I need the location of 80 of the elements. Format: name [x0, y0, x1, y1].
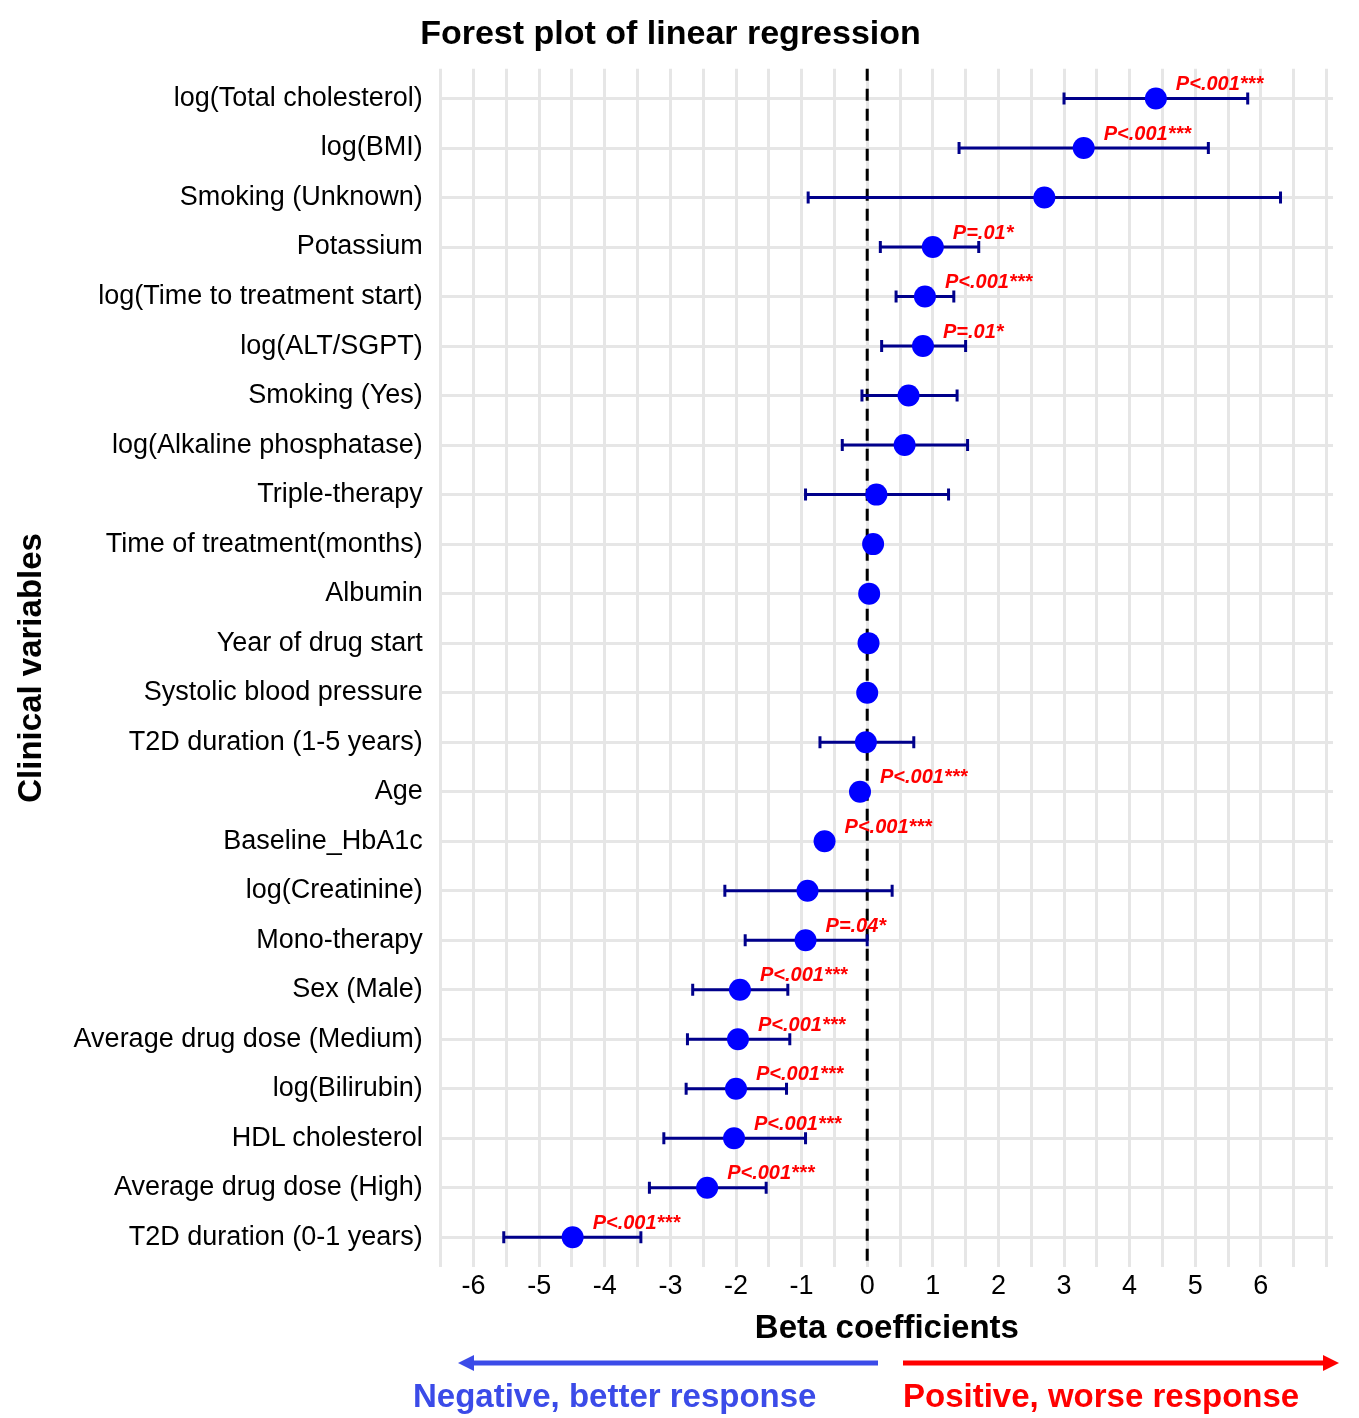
annotation: P=.01*	[942, 319, 1005, 342]
point	[796, 879, 819, 902]
point	[865, 483, 888, 506]
point	[1072, 137, 1095, 160]
point	[921, 236, 944, 259]
point	[561, 1226, 584, 1249]
point	[794, 929, 817, 952]
y-tick-label: log(Time to treatment start)	[98, 280, 423, 311]
x-tick-label: -3	[658, 1269, 683, 1300]
annotation: P<.001***	[1103, 121, 1193, 144]
x-tick-label: -1	[789, 1269, 814, 1300]
y-tick-label: Systolic blood pressure	[143, 676, 423, 707]
x-tick-label: -2	[723, 1269, 749, 1300]
y-axis-title: Clinical variables	[10, 533, 48, 803]
point	[723, 1127, 746, 1150]
annotation: P<.001***	[944, 270, 1034, 293]
y-tick-label: T2D duration (1-5 years)	[128, 725, 423, 756]
annotation: P<.001***	[727, 1161, 816, 1184]
annotation: P<.001***	[1175, 72, 1265, 95]
y-tick-label: Mono-therapy	[256, 923, 424, 954]
y-tick-label: log(ALT/SGPT)	[240, 329, 423, 360]
text: Negative, better response	[413, 1377, 818, 1415]
x-tick-label: 5	[1187, 1269, 1203, 1300]
y-tick-label: Year of drug start	[216, 626, 424, 657]
x-tick-label: 6	[1253, 1269, 1269, 1300]
x-tick-label: 3	[1056, 1269, 1072, 1300]
y-tick-label: log(Alkaline phosphatase)	[112, 428, 423, 459]
y-tick-label: log(Total cholesterol)	[173, 81, 423, 112]
point	[856, 681, 879, 704]
y-tick-label: Baseline_HbA1c	[223, 824, 423, 855]
point	[726, 1028, 749, 1051]
point	[862, 533, 885, 556]
y-tick-label: Albumin	[325, 577, 423, 608]
x-tick-label: 0	[859, 1269, 875, 1300]
annotation: P<.001***	[844, 814, 934, 837]
point	[725, 1077, 747, 1100]
annotation: P=.01*	[952, 220, 1015, 243]
y-tick-label: log(Creatinine)	[245, 874, 423, 905]
annotation: P<.001***	[592, 1210, 682, 1233]
point	[854, 731, 877, 754]
y-tick-label: HDL cholesterol	[231, 1121, 423, 1152]
x-axis-title: Beta coefficients	[754, 1308, 1019, 1346]
x-tick-label: 2	[990, 1269, 1006, 1300]
y-tick-label: Triple-therapy	[257, 478, 424, 509]
point	[897, 384, 920, 407]
y-tick-label: Smoking (Yes)	[248, 379, 423, 410]
x-tick-label: -4	[592, 1269, 617, 1300]
point	[1033, 186, 1056, 209]
point	[913, 285, 936, 308]
annotation: P=.04*	[825, 913, 888, 936]
y-tick-label: Potassium	[296, 230, 423, 261]
annotation: P<.001***	[759, 963, 849, 986]
point	[696, 1176, 719, 1199]
x-tick-label: -6	[461, 1269, 486, 1300]
point	[858, 582, 881, 605]
point	[857, 632, 880, 655]
annotation: P<.001***	[754, 1111, 843, 1134]
point	[848, 780, 871, 803]
point	[728, 978, 751, 1001]
y-tick-label: Average drug dose (High)	[114, 1171, 423, 1202]
point	[911, 335, 934, 358]
y-tick-label: Age	[374, 775, 423, 806]
point	[1144, 87, 1167, 110]
y-tick-label: log(BMI)	[320, 131, 423, 162]
y-tick-label: Average drug dose (Medium)	[73, 1022, 423, 1053]
point	[893, 434, 916, 457]
point	[813, 830, 836, 853]
annotation: P<.001***	[756, 1062, 845, 1085]
y-tick-label: Time of treatment(months)	[105, 527, 423, 558]
y-tick-label: T2D duration (0-1 years)	[128, 1220, 423, 1251]
annotation: P<.001***	[757, 1012, 847, 1035]
y-tick-label: log(Bilirubin)	[272, 1072, 423, 1103]
annotation: P<.001***	[879, 765, 969, 788]
y-tick-label: Smoking (Unknown)	[179, 180, 423, 211]
x-tick-label: 4	[1122, 1269, 1138, 1300]
chart-title: Forest plot of linear regression	[420, 12, 921, 51]
text: Positive, worse response	[903, 1377, 1301, 1415]
x-tick-label: -5	[527, 1269, 552, 1300]
y-tick-label: Sex (Male)	[292, 973, 423, 1004]
x-tick-label: 1	[925, 1269, 941, 1300]
